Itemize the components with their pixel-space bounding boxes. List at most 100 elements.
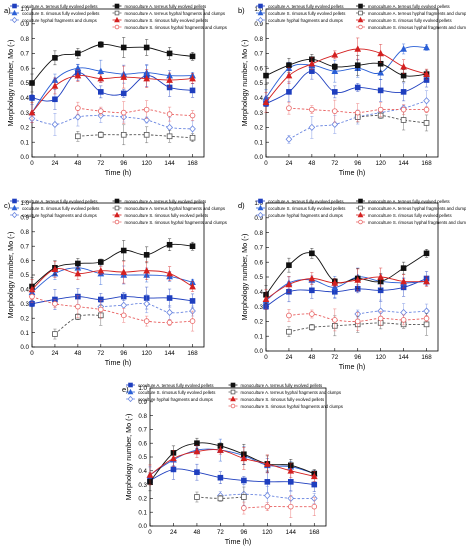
x-tick-label: 168: [187, 160, 198, 167]
x-axis-label: Time (h): [105, 168, 132, 177]
series-monoculture-s-rimosus-hyphal-fragments-and-clumps: [286, 99, 430, 123]
x-axis-label: Time (h): [339, 362, 366, 371]
legend-item: coculture S. rimosus fully evolved pelle…: [256, 9, 345, 16]
data-point: [143, 131, 150, 138]
legend-item: monoculture S. rimosus fully evolved pel…: [112, 16, 208, 23]
legend-label: coculture A. terreus fully evolved pelle…: [138, 383, 213, 388]
legend-marker: [230, 395, 236, 402]
data-point: [354, 109, 361, 116]
data-point: [29, 80, 35, 86]
legend-item: monoculture S. rimosus fully evolved pel…: [356, 16, 452, 23]
series-coculture-hyphal-fragments-and-clumps: [217, 483, 318, 506]
legend-label: coculture hyphal fragments and clumps: [268, 213, 343, 218]
x-tick-label: 24: [285, 354, 292, 361]
series-monoculture-s-rimosus-hyphal-fragments-and-clumps: [286, 308, 430, 332]
legend-label: coculture hyphal fragments and clumps: [138, 397, 213, 402]
data-point: [308, 123, 316, 131]
legend-marker: [257, 211, 264, 219]
legend-item: monoculture S. rimosus fully evolved pel…: [112, 211, 208, 218]
y-tick-label: 0.2: [254, 125, 263, 132]
legend-label: monoculture S. rimosus hyphal fragments …: [368, 220, 466, 225]
data-point: [423, 97, 430, 105]
series-line: [31, 67, 193, 113]
legend-label: monoculture S. rimosus fully evolved pel…: [368, 18, 452, 23]
y-tick-label: 1.0: [20, 200, 29, 207]
legend-item: monoculture A. terreus fully evolved pel…: [228, 382, 322, 388]
chart-panel-1: a) 0.0 0.1 0.2 0.3 0.4 0.5 0.6 0.7 0.8 0.9 1.0 0 24 48…: [4, 3, 227, 177]
data-point: [120, 109, 127, 116]
x-tick-label: 96: [120, 160, 127, 167]
data-point: [194, 440, 200, 446]
data-point: [400, 277, 407, 285]
legend-label: coculture hyphal fragments and clumps: [22, 18, 97, 23]
y-tick-label: 0.7: [20, 51, 29, 58]
data-point: [263, 72, 269, 79]
x-tick-label: 120: [142, 160, 153, 167]
x-tick-label: 120: [142, 350, 153, 357]
y-tick-label: 0.9: [254, 215, 263, 222]
series-line: [357, 310, 427, 315]
data-point: [286, 89, 292, 95]
plot-frame: [265, 8, 439, 158]
series-monoculture-s-rimosus-fully-evolved-pellets: [146, 445, 318, 486]
y-tick-label: 0.1: [254, 139, 263, 146]
y-tick-label: 0.5: [254, 274, 263, 281]
y-tick-label: 0.7: [254, 245, 263, 252]
x-tick-label: 96: [120, 350, 127, 357]
legend-label: monoculture S. rimosus hyphal fragments …: [125, 25, 227, 30]
data-point: [75, 260, 81, 267]
data-point: [377, 87, 384, 94]
y-tick-label: 0.3: [20, 110, 29, 117]
y-axis-label: Morphology number, Mo (-): [6, 232, 15, 319]
x-tick-label: 96: [354, 354, 361, 361]
series-line: [149, 449, 315, 477]
series-coculture-a-terreus-fully-evolved-pellets: [29, 64, 196, 110]
y-tick-label: 0.3: [254, 304, 263, 311]
y-tick-label: 0.4: [254, 289, 263, 296]
data-point: [311, 481, 318, 488]
data-point: [51, 82, 59, 89]
legend-marker: [114, 211, 120, 218]
data-point: [120, 268, 128, 275]
x-tick-label: 72: [217, 529, 224, 536]
legend-marker: [127, 388, 134, 395]
legend: coculture A. terreus fully evolved pelle…: [126, 382, 343, 409]
data-point: [120, 301, 128, 309]
data-point: [241, 477, 247, 484]
legend-item: coculture hyphal fragments and clumps: [10, 211, 97, 219]
y-tick-label: 0.8: [20, 36, 29, 43]
data-point: [309, 311, 315, 317]
data-point: [120, 131, 127, 138]
data-point: [217, 446, 224, 453]
legend-marker: [11, 204, 18, 211]
data-point: [98, 41, 104, 48]
data-point: [286, 262, 292, 268]
data-point: [400, 265, 407, 271]
data-point: [143, 267, 151, 274]
series-monoculture-a-terreus-hyphal-fragments-and-clumps: [194, 486, 247, 508]
y-tick-label: 0.4: [20, 95, 29, 102]
data-point: [29, 293, 35, 300]
legend-item: coculture S. rimosus fully evolved pelle…: [256, 204, 345, 211]
legend-item: monoculture S. rimosus fully evolved pel…: [356, 211, 452, 218]
data-point: [287, 479, 294, 485]
data-point: [75, 50, 81, 57]
data-point: [285, 280, 293, 288]
data-point: [120, 312, 127, 319]
y-tick-label: 0.5: [20, 80, 29, 87]
data-point: [189, 125, 196, 133]
data-point: [400, 63, 407, 70]
x-tick-label: 120: [262, 529, 273, 536]
legend-marker: [258, 3, 263, 9]
legend-marker: [114, 10, 120, 16]
data-point: [166, 133, 173, 140]
data-point: [264, 479, 271, 485]
x-tick-label: 144: [398, 354, 409, 361]
x-tick-label: 72: [97, 350, 104, 357]
data-point: [98, 259, 104, 265]
y-tick-label: 1.0: [254, 200, 263, 207]
data-point: [189, 243, 196, 250]
data-point: [263, 460, 271, 467]
legend-item: monoculture A. terreus fully evolved pel…: [112, 198, 206, 204]
data-point: [189, 318, 196, 324]
